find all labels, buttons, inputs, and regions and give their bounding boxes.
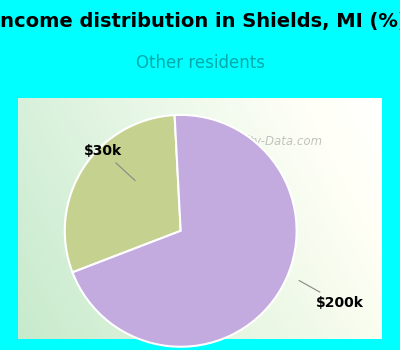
Wedge shape	[65, 115, 181, 272]
Text: Income distribution in Shields, MI (%): Income distribution in Shields, MI (%)	[0, 12, 400, 30]
Text: City-Data.com: City-Data.com	[238, 135, 322, 148]
Wedge shape	[72, 115, 296, 347]
Text: Other residents: Other residents	[136, 54, 264, 72]
Text: $30k: $30k	[84, 144, 135, 181]
Text: $200k: $200k	[299, 280, 364, 310]
